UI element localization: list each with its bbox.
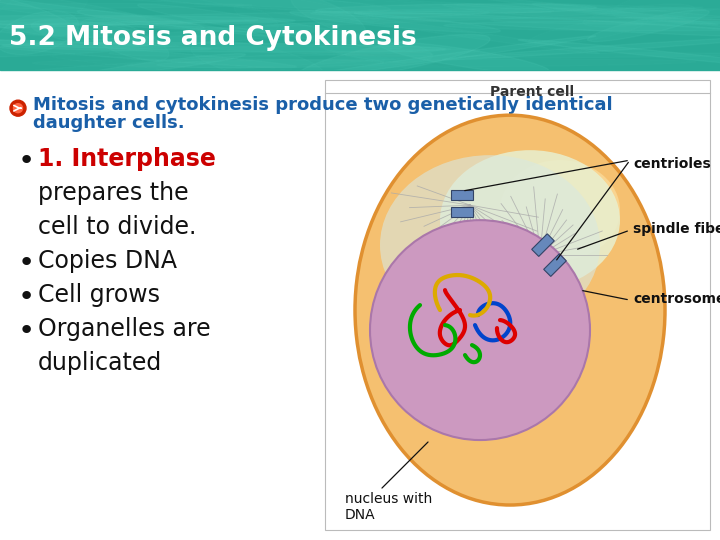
Ellipse shape — [583, 4, 694, 27]
Ellipse shape — [0, 20, 258, 30]
Ellipse shape — [265, 7, 703, 26]
Ellipse shape — [189, 43, 433, 56]
Ellipse shape — [0, 0, 269, 37]
Ellipse shape — [125, 59, 696, 68]
Ellipse shape — [444, 21, 720, 31]
Ellipse shape — [279, 36, 596, 80]
Ellipse shape — [456, 3, 706, 11]
Ellipse shape — [32, 59, 407, 68]
Ellipse shape — [312, 11, 600, 53]
Text: cell to divide.: cell to divide. — [38, 215, 197, 239]
Ellipse shape — [84, 53, 246, 76]
Ellipse shape — [161, 0, 379, 22]
Ellipse shape — [354, 12, 720, 37]
Ellipse shape — [2, 43, 446, 52]
Ellipse shape — [315, 4, 597, 14]
Ellipse shape — [0, 11, 78, 55]
Text: centrioles: centrioles — [633, 157, 711, 171]
Ellipse shape — [0, 20, 109, 37]
Ellipse shape — [157, 59, 384, 68]
Ellipse shape — [440, 150, 620, 290]
Ellipse shape — [133, 0, 390, 12]
Text: spindle fibers: spindle fibers — [633, 222, 720, 236]
Circle shape — [10, 100, 26, 116]
Text: daughter cells.: daughter cells. — [33, 114, 184, 132]
Text: •: • — [18, 317, 35, 345]
Ellipse shape — [500, 160, 620, 260]
Ellipse shape — [31, 19, 152, 48]
Text: Parent cell: Parent cell — [490, 85, 574, 99]
Ellipse shape — [81, 18, 168, 61]
Ellipse shape — [109, 46, 451, 57]
Ellipse shape — [380, 155, 600, 335]
Ellipse shape — [311, 32, 433, 63]
Ellipse shape — [310, 8, 720, 18]
Ellipse shape — [102, 24, 310, 33]
Text: centrosome: centrosome — [633, 292, 720, 306]
Polygon shape — [451, 207, 473, 217]
Ellipse shape — [138, 4, 402, 49]
Polygon shape — [544, 254, 567, 276]
Ellipse shape — [0, 4, 251, 9]
Ellipse shape — [77, 10, 204, 29]
Circle shape — [14, 104, 22, 113]
Ellipse shape — [297, 35, 490, 80]
Ellipse shape — [443, 4, 720, 32]
Ellipse shape — [0, 0, 74, 36]
Ellipse shape — [11, 49, 480, 76]
Ellipse shape — [459, 53, 720, 58]
Ellipse shape — [192, 41, 325, 83]
Ellipse shape — [532, 3, 720, 34]
Text: •: • — [18, 147, 35, 175]
Ellipse shape — [370, 220, 590, 440]
Text: nucleus with
DNA: nucleus with DNA — [345, 492, 432, 522]
Text: prepares the: prepares the — [38, 181, 189, 205]
Ellipse shape — [289, 11, 500, 32]
Ellipse shape — [0, 0, 147, 22]
Text: •: • — [18, 283, 35, 311]
Ellipse shape — [0, 38, 297, 68]
Text: duplicated: duplicated — [38, 351, 162, 375]
Text: Mitosis and cytokinesis produce two genetically identical: Mitosis and cytokinesis produce two gene… — [33, 96, 613, 114]
Ellipse shape — [292, 0, 365, 35]
Text: Copies DNA: Copies DNA — [38, 249, 177, 273]
Ellipse shape — [113, 23, 339, 46]
Ellipse shape — [518, 39, 720, 68]
Text: 1. Interphase: 1. Interphase — [38, 147, 216, 171]
Text: •: • — [18, 249, 35, 277]
Ellipse shape — [460, 0, 718, 25]
Text: 5.2 Mitosis and Cytokinesis: 5.2 Mitosis and Cytokinesis — [9, 25, 416, 51]
Polygon shape — [531, 234, 554, 256]
Ellipse shape — [588, 10, 709, 42]
Ellipse shape — [63, 0, 554, 13]
Ellipse shape — [442, 36, 720, 60]
Ellipse shape — [491, 17, 720, 24]
Bar — [325, 80, 710, 530]
Ellipse shape — [528, 17, 648, 45]
Ellipse shape — [0, 36, 224, 57]
Text: Organelles are: Organelles are — [38, 317, 211, 341]
Ellipse shape — [0, 11, 490, 24]
Text: Cell grows: Cell grows — [38, 283, 160, 307]
Ellipse shape — [0, 39, 211, 50]
Ellipse shape — [380, 42, 549, 74]
Ellipse shape — [0, 16, 295, 25]
Polygon shape — [451, 190, 473, 200]
Ellipse shape — [355, 115, 665, 505]
